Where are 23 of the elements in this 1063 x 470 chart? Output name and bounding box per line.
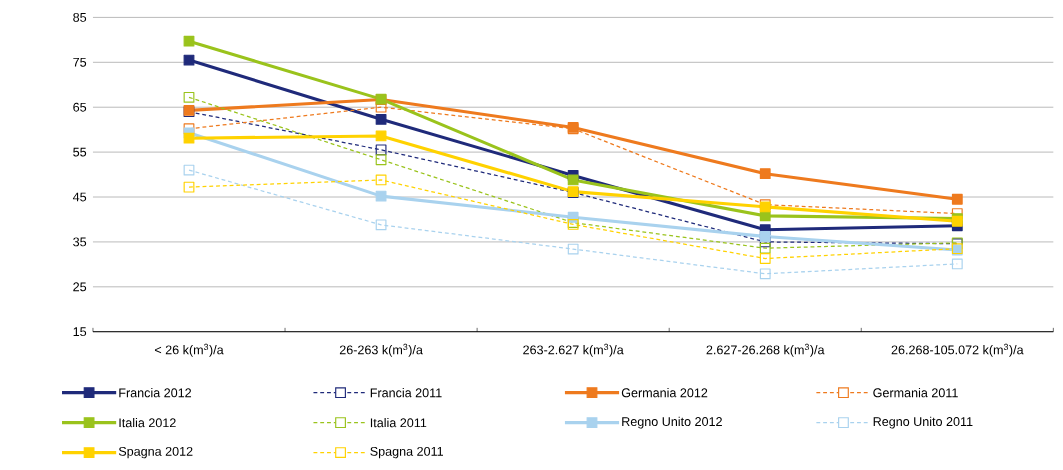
legend-label: Regno Unito 2011	[873, 416, 973, 429]
y-tick-label: 65	[73, 102, 87, 112]
legend-label: Regno Unito 2012	[622, 416, 722, 429]
x-tick-label: < 26 k(m$^{3}$)/a	[154, 343, 224, 357]
legend-label: Francia 2012	[119, 388, 192, 398]
legend-label: Germania 2012	[621, 388, 708, 398]
y-tick-label: 25	[73, 282, 87, 292]
legend-label: Italia 2011	[370, 418, 427, 428]
y-tick-label: 15	[73, 327, 87, 337]
legend-label: Italia 2012	[119, 418, 176, 428]
legend-label: Spagna 2011	[370, 446, 444, 459]
y-tick-label: 85	[73, 12, 87, 22]
x-tick-label: 2.627-26.268 k(m$^{3}$)/a	[706, 343, 825, 357]
legend-label: Germania 2011	[873, 388, 958, 398]
y-tick-label: 45	[72, 192, 87, 202]
y-tick-label: 75	[73, 57, 87, 67]
x-tick-label: 26-263 k(m$^{3}$)/a	[339, 343, 423, 357]
y-tick-label: 35	[73, 237, 87, 247]
legend-label: Spagna 2012	[118, 446, 193, 459]
legend-label: Francia 2011	[370, 388, 442, 398]
x-tick-label: 263-2.627 k(m$^{3}$)/a	[523, 343, 624, 357]
y-tick-label: 55	[73, 147, 87, 157]
x-tick-label: 26.268-105.072 k(m$^{3}$)/a	[891, 343, 1024, 357]
